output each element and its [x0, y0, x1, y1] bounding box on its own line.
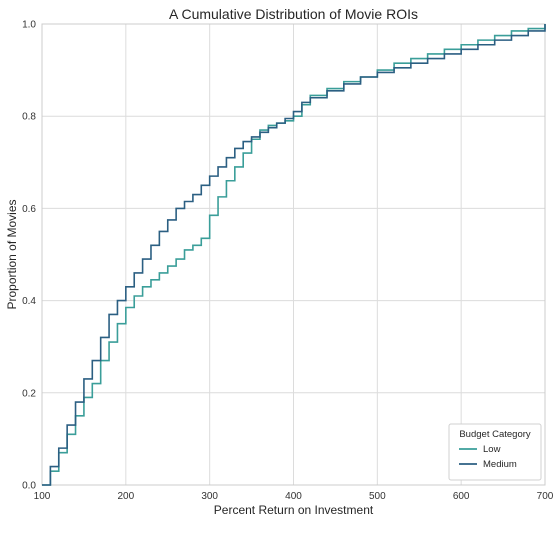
y-tick-label: 0.2	[22, 388, 36, 399]
grid-lines	[41, 23, 546, 486]
x-tick-label: 600	[453, 491, 470, 502]
x-axis-label: Percent Return on Investment	[214, 503, 374, 517]
chart-title: A Cumulative Distribution of Movie ROIs	[169, 6, 418, 22]
series-line-medium	[42, 24, 546, 486]
x-tick-label: 200	[117, 491, 134, 502]
legend-label-medium: Medium	[483, 459, 517, 470]
series-line-low	[42, 24, 546, 486]
legend-title: Budget Category	[459, 429, 531, 440]
x-tick-label: 500	[369, 491, 386, 502]
legend: Budget Category Low Medium	[448, 423, 542, 481]
plot-frame	[41, 23, 546, 486]
legend-items: Low Medium	[459, 444, 517, 470]
x-tick-label: 400	[285, 491, 302, 502]
x-tick-label: 300	[201, 491, 218, 502]
y-tick-labels: 0.0 0.2 0.4 0.6 0.8 1.0	[22, 20, 36, 492]
y-tick-label: 0.4	[22, 296, 36, 307]
y-tick-label: 1.0	[22, 20, 36, 31]
x-tick-label: 700	[537, 491, 554, 502]
legend-box	[448, 423, 542, 481]
x-tick-label: 100	[34, 491, 51, 502]
series-layer	[42, 24, 546, 486]
x-tick-labels: 100 200 300 400 500 600 700	[34, 491, 554, 502]
y-tick-label: 0.0	[22, 481, 36, 492]
legend-label-low: Low	[483, 444, 501, 455]
y-tick-label: 0.8	[22, 112, 36, 123]
y-tick-label: 0.6	[22, 204, 36, 215]
y-axis-label: Proportion of Movies	[5, 199, 19, 309]
